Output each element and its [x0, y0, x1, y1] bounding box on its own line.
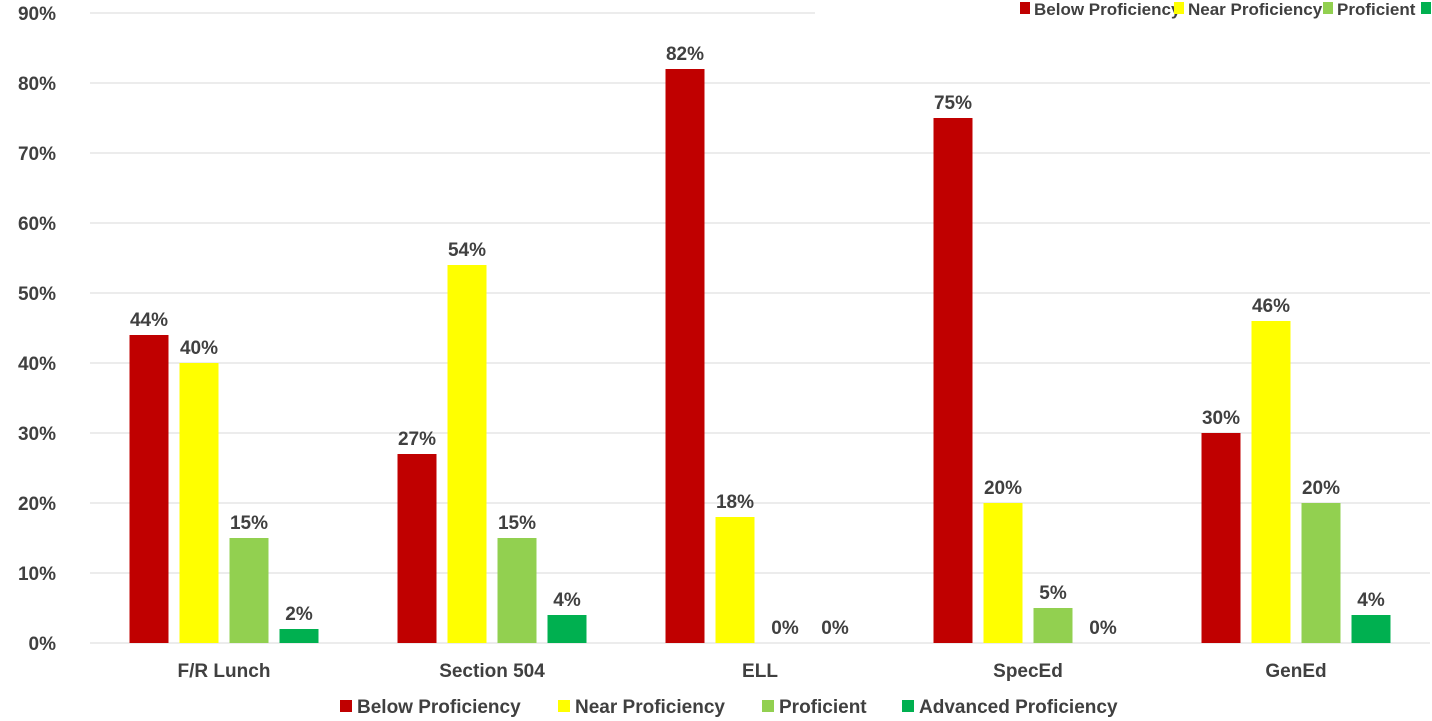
bar-advanced-proficiency-gened — [1351, 615, 1391, 643]
y-tick-label: 30% — [18, 424, 56, 445]
data-label: 0% — [821, 618, 849, 639]
data-label: 27% — [398, 429, 436, 450]
x-category-label: ELL — [742, 661, 778, 682]
bar-proficient-gened — [1301, 503, 1341, 643]
data-label: 20% — [1302, 478, 1340, 499]
bar-below-proficiency-gened — [1201, 433, 1241, 643]
legend-label: Advanced Proficiency — [919, 697, 1118, 718]
bar-advanced-proficiency-f-r-lunch — [279, 629, 319, 643]
bar-near-proficiency-f-r-lunch — [179, 363, 219, 643]
y-tick-label: 20% — [18, 494, 56, 515]
bars — [129, 69, 1391, 643]
y-tick-label: 60% — [18, 214, 56, 235]
y-tick-label: 0% — [29, 634, 57, 655]
legend-top-label: Below Proficiency — [1034, 0, 1181, 19]
x-category-label: Section 504 — [439, 661, 545, 682]
data-label: 0% — [1089, 618, 1117, 639]
legend-top-label: Proficient — [1337, 0, 1416, 19]
y-tick-label: 80% — [18, 74, 56, 95]
legend-label: Near Proficiency — [575, 697, 725, 718]
data-label: 18% — [716, 492, 754, 513]
bar-below-proficiency-f-r-lunch — [129, 335, 169, 643]
bar-proficient-f-r-lunch — [229, 538, 269, 643]
y-tick-label: 70% — [18, 144, 56, 165]
bar-proficient-section-504 — [497, 538, 537, 643]
y-tick-label: 90% — [18, 4, 56, 25]
legend-top-swatch-advanced — [1421, 2, 1431, 14]
bar-near-proficiency-gened — [1251, 321, 1291, 643]
legend-swatch — [902, 700, 914, 712]
x-category-label: GenEd — [1265, 661, 1326, 682]
y-tick-label: 40% — [18, 354, 56, 375]
bar-below-proficiency-ell — [665, 69, 705, 643]
bar-near-proficiency-speced — [983, 503, 1023, 643]
data-label: 54% — [448, 240, 486, 261]
data-label: 4% — [1357, 590, 1385, 611]
x-category-label: SpecEd — [993, 661, 1063, 682]
data-label: 15% — [498, 513, 536, 534]
data-labels: 44% 40% 15% 2% 27% 54% 15% 4% 82% 18% 0% 0% 75% 20% 5%… — [130, 44, 1385, 639]
x-category-label: F/R Lunch — [178, 661, 271, 682]
legend-swatch — [558, 700, 570, 712]
data-label: 0% — [771, 618, 799, 639]
legend-bottom: Below Proficiency Near Proficiency Profici… — [340, 697, 1118, 718]
data-label: 5% — [1039, 583, 1067, 604]
legend-swatch — [340, 700, 352, 712]
data-label: 40% — [180, 338, 218, 359]
data-label: 15% — [230, 513, 268, 534]
legend-swatch — [762, 700, 774, 712]
data-label: 2% — [285, 604, 313, 625]
data-label: 30% — [1202, 408, 1240, 429]
y-axis-tick-labels: 0% 10% 20% 30% 40% 50% 60% 70% 80% 90% — [18, 4, 56, 655]
legend-top-swatch — [1323, 2, 1333, 14]
bar-proficient-speced — [1033, 608, 1073, 643]
legend-top-swatch — [1174, 2, 1184, 14]
legend-top-label: Near Proficiency — [1188, 0, 1323, 19]
legend-top: Below Proficiency Near Proficiency Profici… — [1020, 0, 1431, 19]
x-axis-category-labels: F/R Lunch Section 504 ELL SpecEd GenEd — [178, 661, 1327, 682]
bar-below-proficiency-section-504 — [397, 454, 437, 643]
legend-top-swatch — [1020, 2, 1030, 14]
data-label: 46% — [1252, 296, 1290, 317]
legend-label: Proficient — [779, 697, 867, 718]
legend-label: Below Proficiency — [357, 697, 521, 718]
data-label: 44% — [130, 310, 168, 331]
y-tick-label: 10% — [18, 564, 56, 585]
bar-advanced-proficiency-section-504 — [547, 615, 587, 643]
data-label: 20% — [984, 478, 1022, 499]
data-label: 4% — [553, 590, 581, 611]
gridlines — [90, 12, 1430, 644]
bar-near-proficiency-section-504 — [447, 265, 487, 643]
data-label: 75% — [934, 93, 972, 114]
bar-near-proficiency-ell — [715, 517, 755, 643]
data-label: 82% — [666, 44, 704, 65]
bar-below-proficiency-speced — [933, 118, 973, 643]
y-tick-label: 50% — [18, 284, 56, 305]
